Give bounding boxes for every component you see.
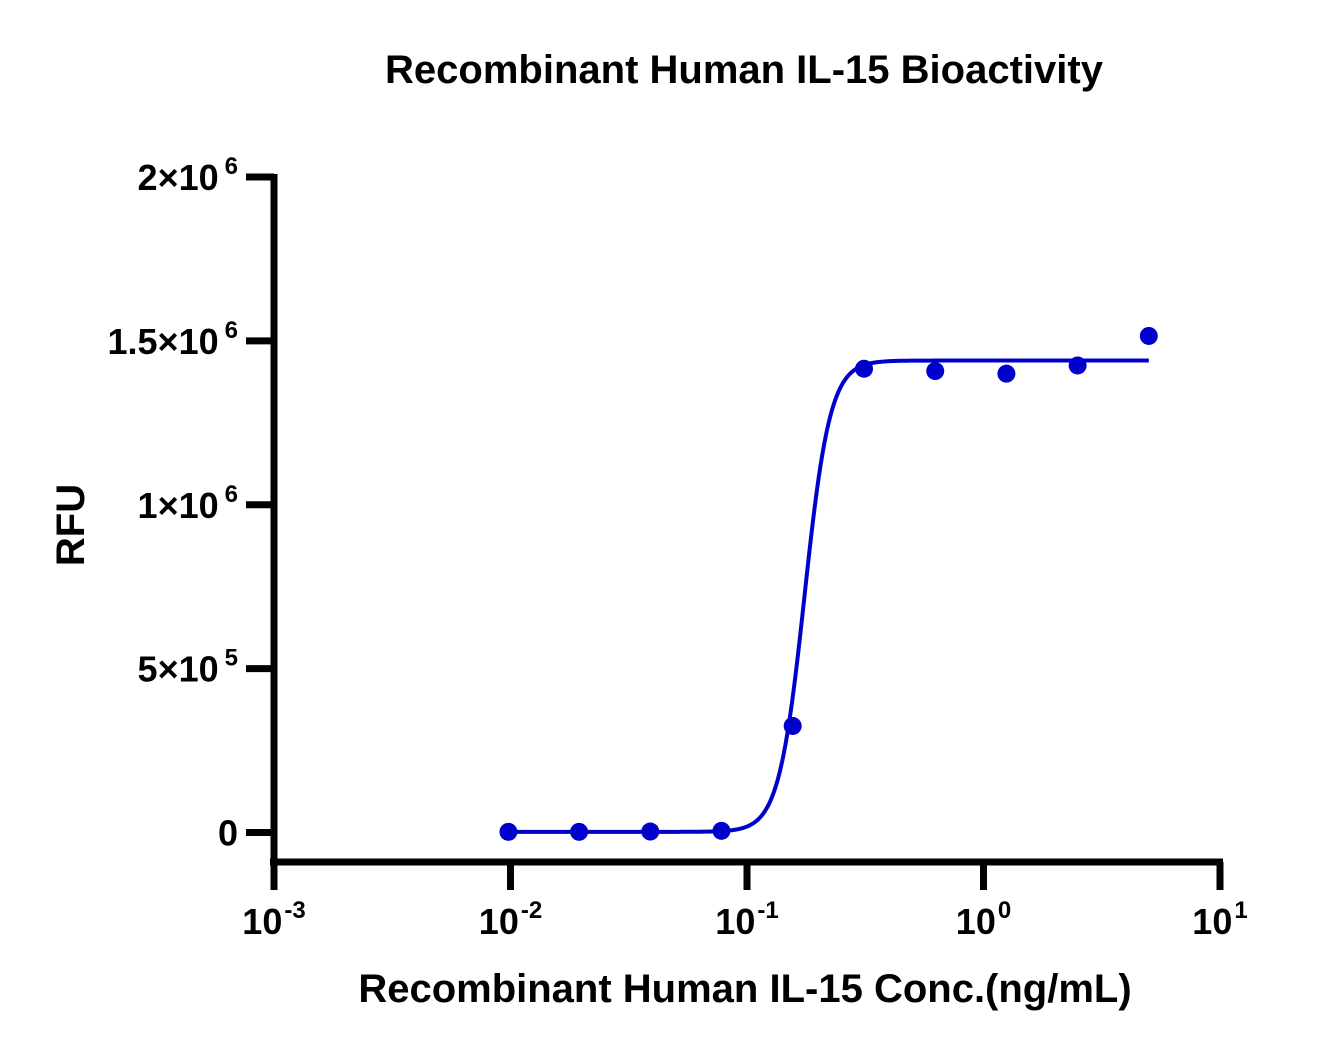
y-tick-label: 5×10 5 [138, 645, 238, 690]
y-axis-label: RFU [49, 484, 93, 566]
x-tick-label: 10-3 [242, 897, 305, 942]
x-tick-label: 10-2 [479, 897, 542, 942]
y-ticks: 0 5×10 5 1×10 6 1.5×10 6 2×10 6 [108, 153, 274, 854]
x-tick-label: 101 [1192, 897, 1247, 942]
y-tick-label: 2×10 6 [138, 153, 238, 198]
data-point [783, 716, 802, 735]
data-point [1139, 326, 1158, 345]
x-axis-label: Recombinant Human IL-15 Conc.(ng/mL) [358, 967, 1131, 1011]
data-points [499, 326, 1158, 841]
y-tick-label: 0 [218, 813, 238, 854]
data-point [1068, 356, 1087, 375]
data-point [926, 362, 945, 381]
y-tick-label: 1.5×10 6 [108, 317, 238, 362]
data-point [855, 359, 874, 378]
data-point [997, 364, 1016, 383]
data-point [712, 821, 731, 840]
chart-title: Recombinant Human IL-15 Bioactivity [385, 48, 1104, 92]
data-point [499, 822, 518, 841]
fit-curve [508, 358, 1149, 834]
axes [270, 174, 1223, 866]
fit-curves [508, 358, 1149, 834]
x-ticks: 10-3 10-2 10-1 100 101 [242, 862, 1248, 942]
x-tick-label: 100 [956, 897, 1011, 942]
data-point [570, 822, 589, 841]
x-tick-label: 10-1 [715, 897, 778, 942]
y-tick-label: 1×10 6 [138, 481, 238, 526]
data-point [641, 822, 660, 841]
